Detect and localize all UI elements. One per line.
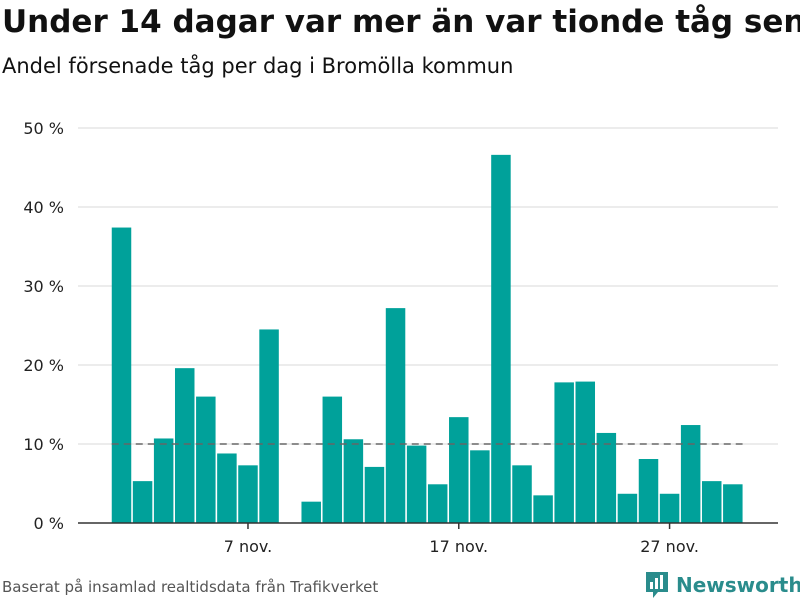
bar: [364, 466, 385, 523]
bar: [470, 450, 490, 523]
bar: [512, 465, 532, 523]
bar: [427, 484, 448, 523]
chart-subtitle: Andel försenade tåg per dag i Bromölla k…: [2, 54, 514, 78]
bar: [638, 459, 659, 523]
bar: [491, 154, 511, 524]
bar: [301, 501, 321, 523]
source-note: Baserat på insamlad realtidsdata från Tr…: [2, 578, 379, 596]
bar: [343, 439, 364, 523]
bar: [259, 329, 279, 523]
bar: [575, 381, 596, 523]
bar: [449, 417, 469, 523]
bar: [174, 368, 195, 523]
bar: [723, 484, 743, 523]
bar: [617, 493, 638, 523]
chart-title: Under 14 dagar var mer än var tionde tåg…: [2, 4, 800, 40]
bar: [132, 481, 153, 523]
bar: [153, 438, 174, 523]
y-tick-label: 10 %: [23, 435, 64, 454]
bar-chart: 0 % 10 % 20 % 30 % 40 % 50 % 7 nov. 17 nov. 27 n…: [23, 119, 778, 556]
bar: [533, 495, 553, 523]
bar: [659, 493, 680, 523]
bar: [238, 465, 258, 523]
x-tick-label: 7 nov.: [224, 537, 273, 556]
newsworthy-logo: Newsworthy: [644, 570, 800, 600]
bar: [111, 227, 132, 524]
bar: [196, 396, 216, 523]
bar: [596, 432, 617, 523]
bar: [217, 453, 237, 523]
y-tick-label: 20 %: [23, 356, 64, 375]
bar: [385, 308, 406, 523]
newsworthy-logo-icon: [646, 572, 668, 598]
bar: [554, 382, 574, 523]
y-tick-label: 40 %: [23, 198, 64, 217]
bar: [406, 445, 427, 523]
y-tick-label: 0 %: [34, 514, 64, 533]
x-tick-label: 27 nov.: [640, 537, 699, 556]
bar: [680, 425, 701, 523]
bar: [322, 396, 343, 523]
logo-text: Newsworthy: [676, 573, 800, 597]
bar: [701, 481, 722, 523]
y-tick-label: 30 %: [23, 277, 64, 296]
x-tick-label: 17 nov.: [429, 537, 488, 556]
y-tick-label: 50 %: [23, 119, 64, 138]
